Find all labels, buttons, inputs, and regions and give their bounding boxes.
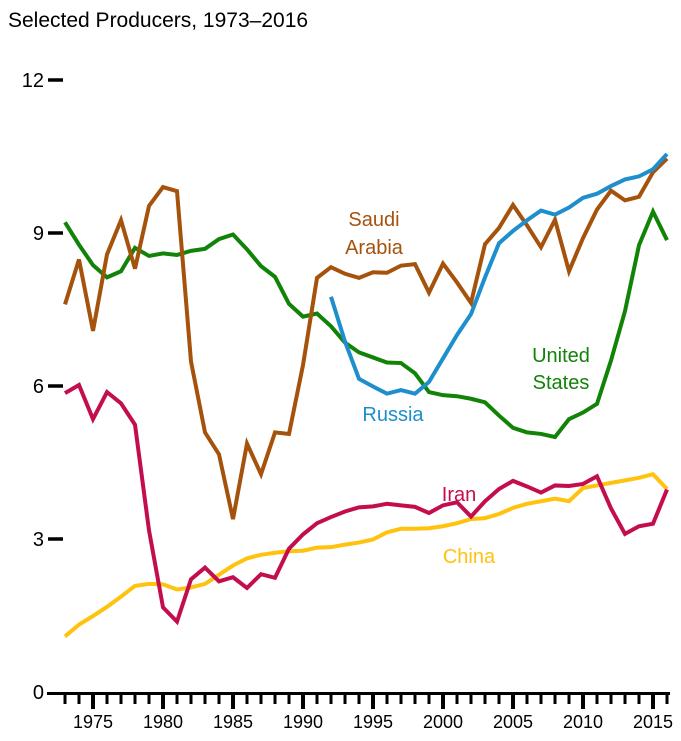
- y-tick-label: 6: [33, 376, 44, 398]
- series-label-united-states: States: [533, 372, 590, 394]
- chart-title: Selected Producers, 1973–2016: [8, 9, 308, 32]
- series-label-russia: Russia: [362, 404, 424, 426]
- series-label-united-states: United: [532, 345, 590, 367]
- y-tick-label: 9: [33, 223, 44, 245]
- x-axis: 1975 1980 1985 1990 1995 2000 2005 2010 2015: [47, 692, 673, 732]
- series-line-iran: [63, 382, 669, 626]
- series-label-saudi-arabia: Saudi: [348, 209, 399, 231]
- x-tick-label: 1975: [73, 712, 113, 732]
- y-tick-label: 0: [33, 682, 44, 704]
- x-tick-label: 2005: [493, 712, 533, 732]
- series-label-china: China: [443, 546, 496, 568]
- x-tick-label: 2015: [633, 712, 673, 732]
- series-line-china: [63, 472, 669, 638]
- series-labels: United States Saudi Arabia China Iran Russia: [345, 209, 590, 568]
- series-label-saudi-arabia: Arabia: [345, 237, 404, 259]
- x-tick-label: 2000: [423, 712, 463, 732]
- series-lines: [63, 152, 669, 638]
- y-axis: 12 9 6 3 0: [22, 70, 63, 704]
- series-line-russia: [329, 152, 669, 396]
- x-tick-label: 1980: [143, 712, 183, 732]
- x-tick-label: 1990: [283, 712, 323, 732]
- x-tick-label: 1985: [213, 712, 253, 732]
- series-line-united-states: [63, 206, 669, 440]
- y-tick-label: 3: [33, 529, 44, 551]
- x-tick-label: 1995: [353, 712, 393, 732]
- x-tick-label: 2010: [563, 712, 603, 732]
- series-line-saudi-arabia: [63, 157, 669, 520]
- series-label-iran: Iran: [442, 484, 476, 506]
- y-tick-label: 12: [22, 70, 44, 92]
